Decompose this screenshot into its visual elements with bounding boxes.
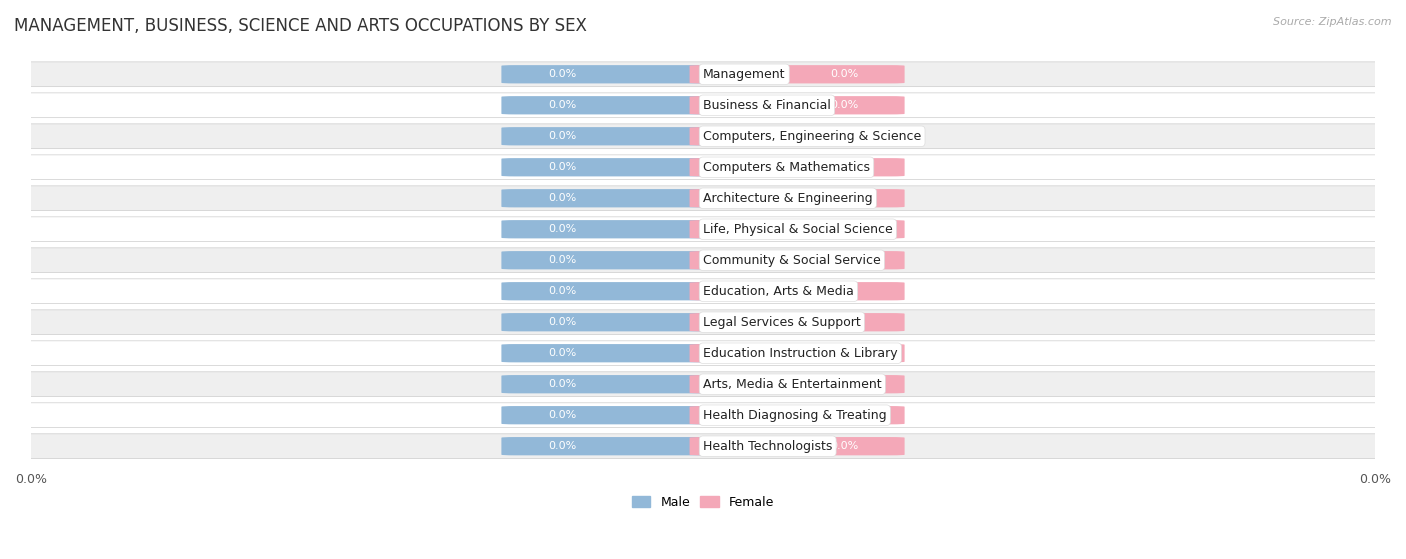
Text: Education, Arts & Media: Education, Arts & Media — [703, 285, 853, 298]
Text: 0.0%: 0.0% — [830, 193, 858, 203]
FancyBboxPatch shape — [502, 406, 717, 424]
Text: 0.0%: 0.0% — [830, 69, 858, 79]
FancyBboxPatch shape — [689, 375, 904, 394]
FancyBboxPatch shape — [502, 220, 717, 238]
FancyBboxPatch shape — [689, 220, 904, 238]
Text: 0.0%: 0.0% — [548, 286, 576, 296]
Text: Education Instruction & Library: Education Instruction & Library — [703, 347, 897, 360]
FancyBboxPatch shape — [24, 93, 1382, 117]
Text: 0.0%: 0.0% — [830, 441, 858, 451]
Text: 0.0%: 0.0% — [548, 162, 576, 172]
FancyBboxPatch shape — [24, 124, 1382, 149]
Text: 0.0%: 0.0% — [548, 69, 576, 79]
Text: 0.0%: 0.0% — [548, 348, 576, 358]
Text: 0.0%: 0.0% — [830, 348, 858, 358]
Text: Health Technologists: Health Technologists — [703, 440, 832, 453]
FancyBboxPatch shape — [24, 403, 1382, 428]
FancyBboxPatch shape — [24, 186, 1382, 211]
FancyBboxPatch shape — [24, 248, 1382, 273]
FancyBboxPatch shape — [502, 96, 717, 115]
Legend: Male, Female: Male, Female — [627, 491, 779, 514]
Text: Computers, Engineering & Science: Computers, Engineering & Science — [703, 130, 921, 143]
Text: 0.0%: 0.0% — [548, 317, 576, 327]
Text: Business & Financial: Business & Financial — [703, 99, 831, 112]
Text: 0.0%: 0.0% — [830, 224, 858, 234]
Text: 0.0%: 0.0% — [830, 131, 858, 141]
Text: Health Diagnosing & Treating: Health Diagnosing & Treating — [703, 409, 887, 421]
Text: 0.0%: 0.0% — [830, 379, 858, 389]
FancyBboxPatch shape — [24, 434, 1382, 458]
FancyBboxPatch shape — [689, 282, 904, 300]
FancyBboxPatch shape — [689, 65, 904, 83]
Text: 0.0%: 0.0% — [548, 441, 576, 451]
FancyBboxPatch shape — [689, 313, 904, 331]
Text: Legal Services & Support: Legal Services & Support — [703, 316, 860, 329]
FancyBboxPatch shape — [689, 251, 904, 269]
FancyBboxPatch shape — [689, 158, 904, 177]
FancyBboxPatch shape — [24, 310, 1382, 335]
Text: 0.0%: 0.0% — [830, 255, 858, 265]
Text: 0.0%: 0.0% — [830, 410, 858, 420]
FancyBboxPatch shape — [502, 437, 717, 456]
FancyBboxPatch shape — [502, 251, 717, 269]
Text: Community & Social Service: Community & Social Service — [703, 254, 880, 267]
FancyBboxPatch shape — [502, 282, 717, 300]
Text: 0.0%: 0.0% — [548, 193, 576, 203]
FancyBboxPatch shape — [689, 344, 904, 362]
FancyBboxPatch shape — [502, 158, 717, 177]
FancyBboxPatch shape — [502, 375, 717, 394]
FancyBboxPatch shape — [689, 189, 904, 207]
Text: 0.0%: 0.0% — [548, 410, 576, 420]
FancyBboxPatch shape — [24, 62, 1382, 87]
FancyBboxPatch shape — [24, 372, 1382, 396]
Text: 0.0%: 0.0% — [548, 255, 576, 265]
Text: MANAGEMENT, BUSINESS, SCIENCE AND ARTS OCCUPATIONS BY SEX: MANAGEMENT, BUSINESS, SCIENCE AND ARTS O… — [14, 17, 586, 35]
FancyBboxPatch shape — [24, 155, 1382, 179]
Text: 0.0%: 0.0% — [548, 224, 576, 234]
Text: Computers & Mathematics: Computers & Mathematics — [703, 161, 870, 174]
FancyBboxPatch shape — [24, 341, 1382, 366]
FancyBboxPatch shape — [502, 344, 717, 362]
Text: 0.0%: 0.0% — [830, 162, 858, 172]
Text: Life, Physical & Social Science: Life, Physical & Social Science — [703, 222, 893, 236]
Text: 0.0%: 0.0% — [830, 286, 858, 296]
Text: 0.0%: 0.0% — [548, 379, 576, 389]
FancyBboxPatch shape — [689, 127, 904, 145]
FancyBboxPatch shape — [689, 437, 904, 456]
FancyBboxPatch shape — [502, 127, 717, 145]
FancyBboxPatch shape — [24, 279, 1382, 304]
Text: 0.0%: 0.0% — [548, 131, 576, 141]
Text: Management: Management — [703, 68, 786, 81]
Text: 0.0%: 0.0% — [548, 100, 576, 110]
FancyBboxPatch shape — [689, 406, 904, 424]
Text: 0.0%: 0.0% — [830, 317, 858, 327]
Text: Architecture & Engineering: Architecture & Engineering — [703, 192, 873, 205]
Text: Source: ZipAtlas.com: Source: ZipAtlas.com — [1274, 17, 1392, 27]
FancyBboxPatch shape — [502, 189, 717, 207]
FancyBboxPatch shape — [502, 65, 717, 83]
FancyBboxPatch shape — [24, 217, 1382, 241]
Text: Arts, Media & Entertainment: Arts, Media & Entertainment — [703, 378, 882, 391]
Text: 0.0%: 0.0% — [830, 100, 858, 110]
FancyBboxPatch shape — [502, 313, 717, 331]
FancyBboxPatch shape — [689, 96, 904, 115]
